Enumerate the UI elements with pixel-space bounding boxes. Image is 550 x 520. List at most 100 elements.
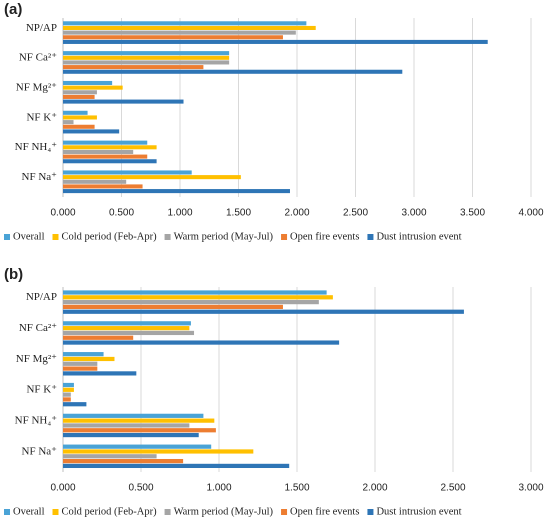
legend-swatch [367, 509, 374, 515]
x-tick-label: 2.000 [284, 208, 309, 219]
legend-swatch [4, 234, 10, 240]
bar [63, 290, 327, 295]
legend-label: Dust intrusion event [376, 231, 461, 242]
bar [63, 321, 191, 326]
bar [63, 145, 157, 150]
bar [63, 300, 319, 305]
x-tick-label: 0.500 [128, 483, 153, 494]
bar [63, 179, 127, 184]
bar [63, 51, 230, 56]
bar [63, 444, 212, 449]
legend-swatch [367, 234, 374, 240]
bar [63, 428, 216, 433]
y-tick-label: NP/AP [26, 22, 57, 34]
chart-title: (b) [4, 266, 23, 283]
y-tick-label: NP/AP [26, 291, 57, 303]
legend-label: Open fire events [290, 231, 359, 242]
bar [63, 69, 403, 74]
bar [63, 392, 71, 397]
x-tick-label: 2.000 [362, 483, 387, 494]
legend-label: Open fire events [290, 506, 359, 517]
bar [63, 21, 307, 26]
bar [63, 99, 184, 104]
x-tick-label: 3.000 [518, 483, 543, 494]
bar [63, 361, 98, 366]
bar [63, 454, 157, 459]
bar [63, 140, 148, 145]
bar [63, 85, 123, 90]
y-tick-label: NF Na⁺ [22, 171, 58, 183]
bar [63, 340, 340, 345]
bar [63, 65, 204, 70]
y-tick-label: NF Mg²⁺ [16, 81, 57, 93]
bar [63, 463, 290, 469]
legend-swatch [281, 234, 288, 240]
bar [63, 387, 74, 392]
bar [63, 170, 192, 175]
y-tick-label: NF NH₄⁺ [15, 414, 58, 426]
bar [63, 175, 241, 180]
x-tick-label: 1.500 [226, 208, 251, 219]
x-tick-label: 0.000 [50, 483, 75, 494]
bar [63, 154, 148, 159]
x-tick-label: 4.000 [518, 208, 543, 219]
y-tick-label: NF Ca²⁺ [19, 52, 57, 64]
legend-swatch [52, 234, 59, 240]
bar [63, 90, 97, 95]
y-tick-label: NF Ca²⁺ [19, 322, 57, 334]
bar [63, 309, 464, 314]
bar [63, 110, 88, 115]
bar [63, 39, 488, 44]
bar [63, 184, 143, 189]
x-tick-label: 2.500 [343, 208, 368, 219]
bar [63, 80, 113, 86]
legend-label: Dust intrusion event [376, 506, 461, 517]
bar [63, 326, 190, 331]
legend-swatch [4, 509, 10, 515]
legend-swatch [164, 509, 171, 515]
legend-label: Warm period (May-Jul) [174, 506, 274, 517]
x-tick-label: 2.500 [440, 483, 465, 494]
y-tick-label: NF K⁺ [26, 384, 57, 396]
bar [63, 330, 195, 336]
bar [63, 335, 134, 340]
chart-title: (a) [4, 1, 22, 18]
bar [63, 413, 204, 418]
x-tick-label: 1.000 [167, 208, 192, 219]
bar [63, 352, 104, 357]
bar [63, 120, 74, 125]
bar [63, 115, 97, 120]
bar [63, 449, 254, 454]
bar [63, 30, 296, 35]
bar [63, 418, 215, 423]
legend-swatch [52, 509, 59, 515]
y-tick-label: NF NH₄⁺ [15, 141, 58, 153]
bar [63, 366, 98, 371]
bar [63, 304, 283, 310]
legend-label: Overall [13, 506, 45, 517]
bar [63, 55, 230, 60]
legend-label: Cold period (Feb-Apr) [62, 231, 158, 242]
legend-label: Cold period (Feb-Apr) [62, 506, 158, 517]
bar [63, 432, 199, 438]
legend-swatch [281, 509, 288, 515]
bar [63, 397, 71, 402]
x-tick-label: 0.500 [109, 208, 134, 219]
bar [63, 35, 283, 40]
bar [63, 25, 316, 30]
bar [63, 295, 333, 300]
x-tick-label: 1.000 [206, 483, 231, 494]
bar [63, 189, 290, 194]
x-tick-label: 0.000 [50, 208, 75, 219]
bar [63, 382, 74, 388]
bar [63, 423, 190, 428]
bar [63, 124, 95, 129]
bar [63, 356, 115, 362]
legend-swatch [164, 234, 171, 240]
bar [63, 458, 184, 464]
x-tick-label: 3.500 [460, 208, 485, 219]
legend-label: Overall [13, 231, 45, 242]
x-tick-label: 1.500 [284, 483, 309, 494]
y-tick-label: NF Na⁺ [22, 445, 58, 457]
